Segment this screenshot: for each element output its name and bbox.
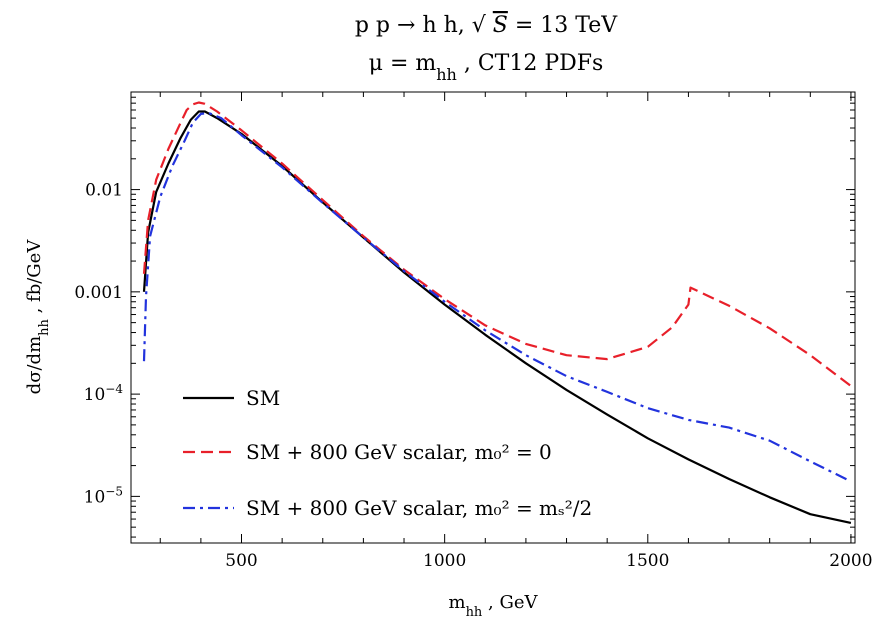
chart-title-line1: p p → h h, √ S = 13 TeV (355, 13, 618, 38)
legend: SM SM + 800 GeV scalar, m₀² = 0 SM + 800 G… (183, 386, 592, 520)
y-tick-label-0: 10−5 (84, 484, 123, 507)
x-tick-label-2000: 2000 (829, 551, 872, 571)
y-tick-label-2: 0.001 (74, 283, 123, 303)
series-line-2 (142, 101, 852, 387)
x-tick-label-1500: 1500 (626, 551, 669, 571)
y-axis-label: dσ/dmhh , fb/GeV (24, 239, 52, 395)
x-tick-label-500: 500 (225, 551, 257, 571)
plot-frame (130, 91, 856, 544)
legend-label-2: SM + 800 GeV scalar, m₀² = 0 (246, 440, 552, 464)
legend-label-3: SM + 800 GeV scalar, m₀² = mₛ²/2 (246, 496, 592, 520)
series-layer (142, 101, 852, 524)
series-line-3 (142, 111, 852, 483)
y-tick-label-3: 0.01 (85, 181, 123, 201)
x-tick-label-1000: 1000 (423, 551, 466, 571)
y-tick-label-1: 10−4 (84, 382, 124, 405)
legend-label-1: SM (246, 386, 280, 410)
chart-title-line2: μ = mhh , CT12 PDFs (369, 51, 604, 84)
ticks-layer: 500 1000 1500 2000 10−5 10−4 0.001 0.01 (74, 91, 873, 571)
x-axis-label: mhh , GeV (448, 592, 538, 620)
